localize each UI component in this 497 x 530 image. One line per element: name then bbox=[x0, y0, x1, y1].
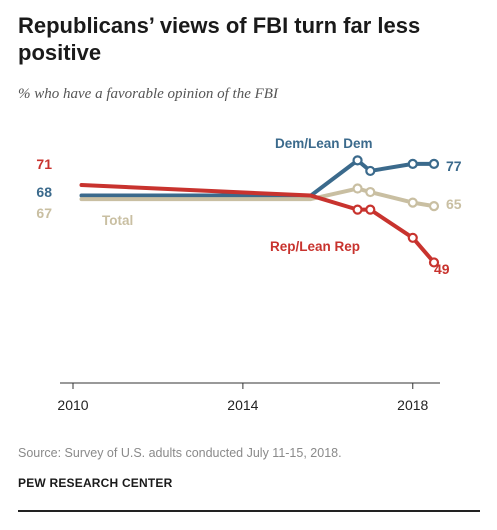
x-tick-label-2018: 2018 bbox=[397, 397, 428, 413]
data-point-rep-lean-rep bbox=[428, 257, 440, 268]
start-value-label-dem-lean-dem: 68 bbox=[36, 184, 52, 200]
chart-title: Republicans’ views of FBI turn far less … bbox=[18, 13, 421, 65]
data-point-rep-lean-rep bbox=[352, 204, 363, 215]
chart-subtitle: % who have a favorable opinion of the FB… bbox=[18, 86, 278, 102]
source-note: Source: Survey of U.S. adults conducted … bbox=[18, 446, 342, 460]
end-value-label-total: 65 bbox=[446, 196, 462, 212]
data-point-rep-lean-rep bbox=[407, 232, 418, 243]
end-value-label-rep-lean-rep: 49 bbox=[434, 261, 450, 277]
series-name-label-dem-lean-dem: Dem/Lean Dem bbox=[275, 136, 373, 151]
data-point-dem-lean-dem bbox=[352, 155, 363, 166]
data-point-total bbox=[407, 197, 418, 208]
series-name-label-total: Total bbox=[102, 213, 133, 228]
data-point-dem-lean-dem bbox=[407, 158, 418, 169]
data-point-total bbox=[365, 186, 376, 198]
x-tick-label-2014: 2014 bbox=[227, 397, 258, 413]
start-value-label-total: 67 bbox=[36, 205, 52, 221]
data-point-dem-lean-dem bbox=[428, 158, 440, 169]
data-point-rep-lean-rep bbox=[365, 204, 376, 215]
end-value-label-dem-lean-dem: 77 bbox=[446, 158, 462, 174]
start-value-label-rep-lean-rep: 71 bbox=[36, 156, 52, 172]
series-name-label-rep-lean-rep: Rep/Lean Rep bbox=[270, 239, 360, 254]
series-line-rep-lean-rep bbox=[79, 183, 436, 265]
x-tick-label-2010: 2010 bbox=[57, 397, 88, 413]
line-chart: 2010 2014 2018 68 77 67 65 71 49 Dem/Lean Dem Tota… bbox=[36, 136, 462, 413]
data-point-total bbox=[352, 183, 363, 194]
series-line-dem-lean-dem bbox=[79, 158, 436, 198]
data-point-dem-lean-dem bbox=[365, 165, 376, 177]
organization-name: PEW RESEARCH CENTER bbox=[18, 476, 173, 490]
bottom-divider bbox=[18, 510, 480, 512]
data-point-total bbox=[428, 201, 440, 212]
